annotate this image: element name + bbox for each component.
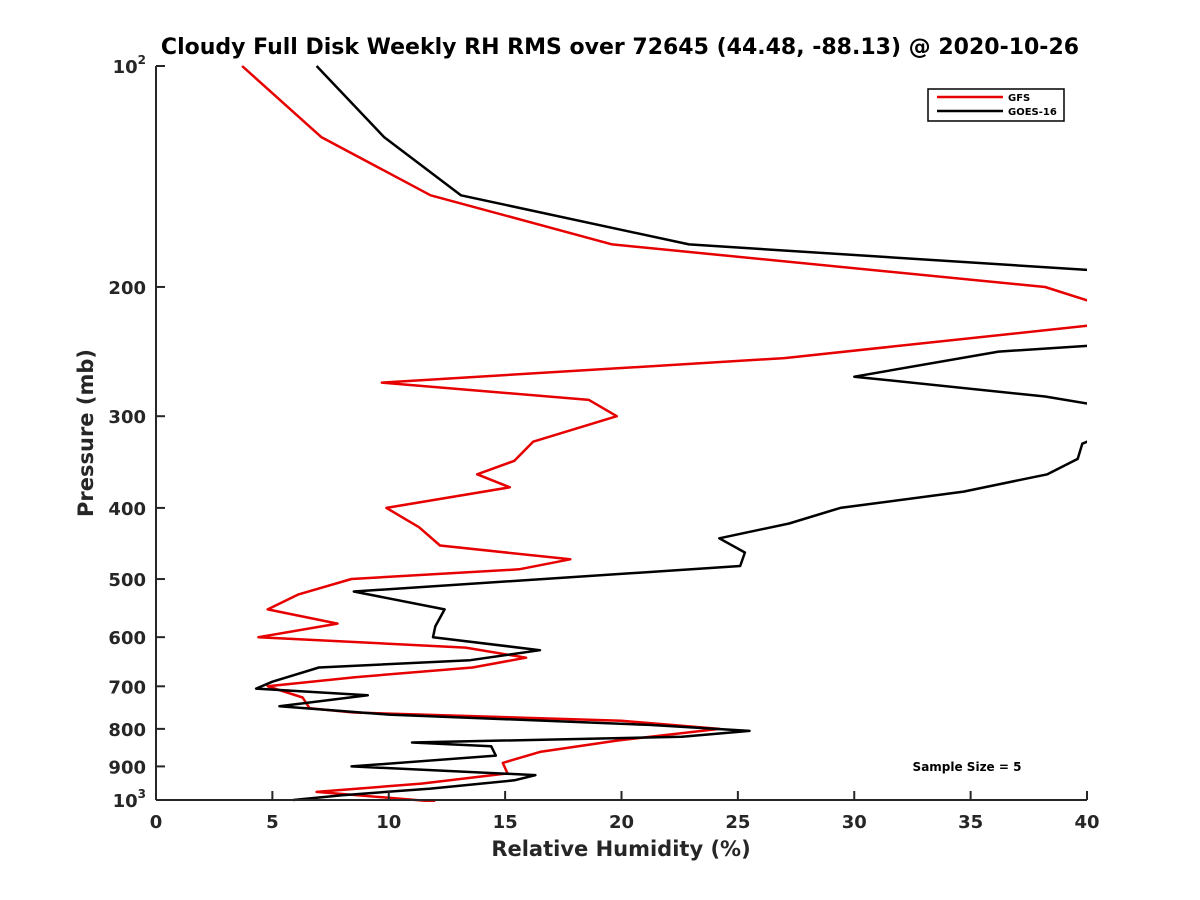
x-tick-label: 25 [725, 812, 750, 833]
x-ticks: 0 5 10 15 20 25 30 35 40 [150, 791, 1100, 833]
legend-box [927, 88, 1065, 122]
y-tick-label: 200 [108, 278, 146, 299]
y-tick-label: 500 [108, 570, 146, 591]
x-tick-label: 15 [493, 812, 518, 833]
x-tick-label: 10 [376, 812, 401, 833]
legend: GFS GOES-16 [927, 88, 1065, 122]
y-tick-label: 400 [108, 499, 146, 520]
y-ticks: 102 200 300 400 500 600 700 800 900 103 [108, 53, 165, 812]
chart-title: Cloudy Full Disk Weekly RH RMS over 7264… [161, 35, 1079, 60]
y-tick-label: 102 [113, 53, 146, 78]
x-tick-label: 0 [150, 812, 163, 833]
sample-size-annotation: Sample Size = 5 [913, 760, 1022, 774]
x-tick-label: 5 [266, 812, 279, 833]
y-tick-label: 300 [108, 407, 146, 428]
series-line-gfs [241, 65, 1087, 802]
x-tick-label: 40 [1074, 812, 1099, 833]
legend-label-goes16: GOES-16 [1008, 107, 1057, 118]
x-tick-label: 35 [958, 812, 983, 833]
y-tick-label: 700 [108, 677, 146, 698]
series-line-goes16 [254, 65, 1087, 802]
x-tick-label: 30 [842, 812, 867, 833]
x-tick-label: 20 [609, 812, 634, 833]
y-tick-label: 103 [113, 787, 146, 812]
y-tick-label: 600 [108, 628, 146, 649]
y-tick-label: 800 [108, 720, 146, 741]
y-axis-label: Pressure (mb) [74, 349, 98, 517]
x-axis-label: Relative Humidity (%) [491, 837, 750, 861]
plot-lines [241, 65, 1087, 802]
legend-label-gfs: GFS [1008, 93, 1030, 104]
y-tick-label: 900 [108, 757, 146, 778]
